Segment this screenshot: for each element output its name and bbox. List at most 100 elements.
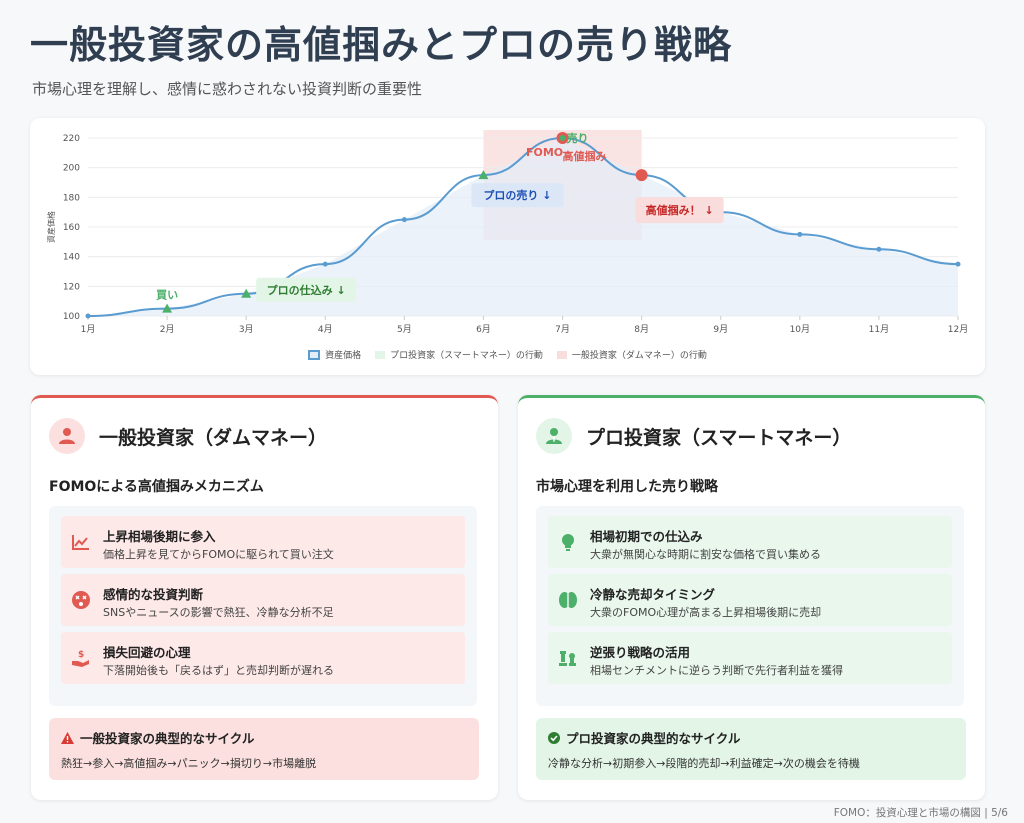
y-tick-label: 220 (63, 134, 80, 144)
item-title: 上昇相場後期に参入 (103, 529, 216, 544)
x-tick-label: 10月 (790, 324, 810, 335)
x-tick-label: 8月 (634, 324, 649, 335)
annotation-high-buy: 高値掴み！ ↓ (646, 203, 714, 217)
annotation-fomo: FOMO (526, 146, 563, 159)
annotation-pro-sell: プロの売り ↓ (483, 188, 551, 202)
chart-legend: 資産価格 プロ投資家（スマートマネー）の行動 一般投資家（ダムマネー）の行動 (30, 348, 985, 361)
cycle-title: プロ投資家の典型的なサイクル (566, 731, 741, 746)
annotation-box (635, 197, 724, 224)
list-item: 感情的な投資判断 SNSやニュースの影響で熱狂、冷静な分析不足 (61, 574, 465, 626)
data-point (797, 231, 803, 237)
x-tick-label: 11月 (869, 324, 889, 335)
legend-label-price: 資産価格 (325, 351, 362, 361)
legend-swatch-dumb (556, 350, 567, 359)
footer: FOMO：投資心理と市場の構図 | 5/6 (833, 807, 1008, 819)
annotation-box (256, 277, 357, 302)
annotation-sell: 売り (567, 131, 589, 145)
x-tick-label: 6月 (476, 324, 491, 335)
legend-item-price[interactable]: 資産価格 (308, 348, 361, 361)
item-desc: 価格上昇を見てからFOMOに駆られて買い注文 (103, 548, 334, 561)
buy-marker (478, 170, 489, 180)
smart-money-subtitle: 市場心理を利用した売り戦略 (536, 479, 718, 495)
cycle-text: 熱狂→参入→高値掴み→パニック→損切り→市場離脱 (61, 757, 317, 770)
buy-marker (162, 303, 173, 313)
smart-money-panel: プロ投資家（スマートマネー） 市場心理を利用した売り戦略 相場初期での仕込み 大… (518, 395, 985, 800)
data-point (85, 313, 91, 319)
item-desc: 大衆のFOMO心理が高まる上昇相場後期に売却 (590, 606, 822, 619)
item-desc: 相場センチメントに逆らう判断で先行者利益を獲得 (590, 664, 843, 677)
item-title: 相場初期での仕込み (590, 529, 703, 544)
list-item: $ 損失回避の心理 下落開始後も「戻るはず」と売却判断が遅れる (61, 632, 465, 684)
smart-money-cycle: プロ投資家の典型的なサイクル 冷静な分析→初期参入→段階的売却→利益確定→次の機… (536, 718, 966, 780)
hand-dollar-icon: $ (72, 650, 89, 667)
user-icon (49, 418, 85, 454)
user-tie-icon (536, 418, 572, 454)
smart-money-items: 相場初期での仕込み 大衆が無関心な時期に割安な価格で買い集める 冷静な売却タイミ… (536, 506, 964, 706)
item-desc: 下落開始後も「戻るはず」と売却判断が遅れる (103, 664, 334, 677)
smart-money-title: プロ投資家（スマートマネー） (586, 426, 852, 449)
page-title: 一般投資家の高値掴みとプロの売り戦略 (30, 23, 733, 67)
cycle-title-row: プロ投資家の典型的なサイクル (548, 728, 740, 747)
x-tick-label: 2月 (160, 324, 175, 335)
x-tick-label: 12月 (948, 324, 968, 335)
y-tick-label: 200 (63, 164, 80, 174)
y-tick-label: 160 (63, 223, 80, 233)
data-point (876, 246, 882, 252)
dumb-money-subtitle: FOMOによる高値掴みメカニズム (49, 479, 264, 495)
legend-swatch-price (308, 349, 321, 360)
legend-swatch-pro (375, 350, 386, 359)
item-title: 冷静な売却タイミング (590, 587, 716, 602)
legend-item-pro[interactable]: プロ投資家（スマートマネー）の行動 (375, 348, 543, 361)
page-subtitle: 市場心理を理解し、感情に惑わされない投資判断の重要性 (32, 80, 423, 98)
price-chart: 100 120 140 160 180 200 220 1月 2月 3月 4月 5月 6月 7月 8月 9月 1… (46, 130, 968, 335)
annotation-buy: 買い (156, 289, 178, 302)
dumb-money-header: 一般投資家（ダムマネー） (49, 418, 327, 454)
annotation-box (471, 183, 564, 208)
smart-money-header: プロ投資家（スマートマネー） (536, 418, 851, 454)
y-tick-label: 140 (63, 253, 80, 263)
legend-label-dumb: 一般投資家（ダムマネー）の行動 (571, 351, 707, 361)
list-item: 上昇相場後期に参入 価格上昇を見てからFOMOに駆られて買い注文 (61, 516, 465, 568)
x-tick-label: 1月 (81, 324, 96, 335)
y-tick-label: 100 (63, 312, 80, 322)
chart-card: 100 120 140 160 180 200 220 1月 2月 3月 4月 5月 6月 7月 8月 9月 1… (30, 118, 985, 375)
list-item: 相場初期での仕込み 大衆が無関心な時期に割安な価格で買い集める (548, 516, 952, 568)
x-tick-label: 3月 (239, 324, 254, 335)
y-tick-label: 120 (63, 282, 80, 292)
x-tick-label: 5月 (397, 324, 412, 335)
check-circle-icon (548, 731, 560, 744)
dumb-money-title: 一般投資家（ダムマネー） (99, 426, 328, 449)
dumb-money-items: 上昇相場後期に参入 価格上昇を見てからFOMOに駆られて買い注文 感情的な投資判… (49, 506, 477, 706)
item-title: 逆張り戦略の活用 (590, 645, 691, 660)
annotation-pro-buy: プロの仕込み ↓ (267, 283, 346, 297)
panic-marker (635, 169, 648, 182)
chart-line-icon (72, 535, 89, 550)
lightbulb-icon (562, 534, 574, 551)
legend-item-dumb[interactable]: 一般投資家（ダムマネー）の行動 (556, 348, 707, 361)
buy-marker (241, 288, 252, 298)
annotation-buy-high: 高値掴み (563, 149, 607, 163)
data-point (955, 261, 961, 267)
legend-label-pro: プロ投資家（スマートマネー）の行動 (390, 351, 543, 361)
data-point (401, 217, 407, 223)
price-area (88, 138, 958, 316)
data-point (322, 261, 328, 267)
list-item: 冷静な売却タイミング 大衆のFOMO心理が高まる上昇相場後期に売却 (548, 574, 952, 626)
dumb-money-cycle: 一般投資家の典型的なサイクル 熱狂→参入→高値掴み→パニック→損切り→市場離脱 (49, 718, 479, 780)
svg-text:$: $ (78, 650, 84, 660)
dizzy-face-icon (72, 591, 90, 609)
item-title: 損失回避の心理 (103, 645, 191, 660)
sell-marker (559, 135, 566, 141)
list-item: 逆張り戦略の活用 相場センチメントに逆らう判断で先行者利益を獲得 (548, 632, 952, 684)
item-desc: 大衆が無関心な時期に割安な価格で買い集める (590, 548, 821, 561)
y-tick-label: 180 (63, 193, 80, 203)
x-tick-label: 9月 (713, 324, 728, 335)
cycle-title-row: 一般投資家の典型的なサイクル (61, 728, 254, 747)
brain-icon (559, 592, 577, 608)
cycle-title: 一般投資家の典型的なサイクル (80, 731, 255, 746)
dumb-money-panel: 一般投資家（ダムマネー） FOMOによる高値掴みメカニズム 上昇相場後期に参入 … (31, 395, 498, 800)
item-title: 感情的な投資判断 (103, 587, 204, 602)
chess-icon (559, 651, 576, 666)
x-tick-label: 7月 (555, 324, 570, 335)
